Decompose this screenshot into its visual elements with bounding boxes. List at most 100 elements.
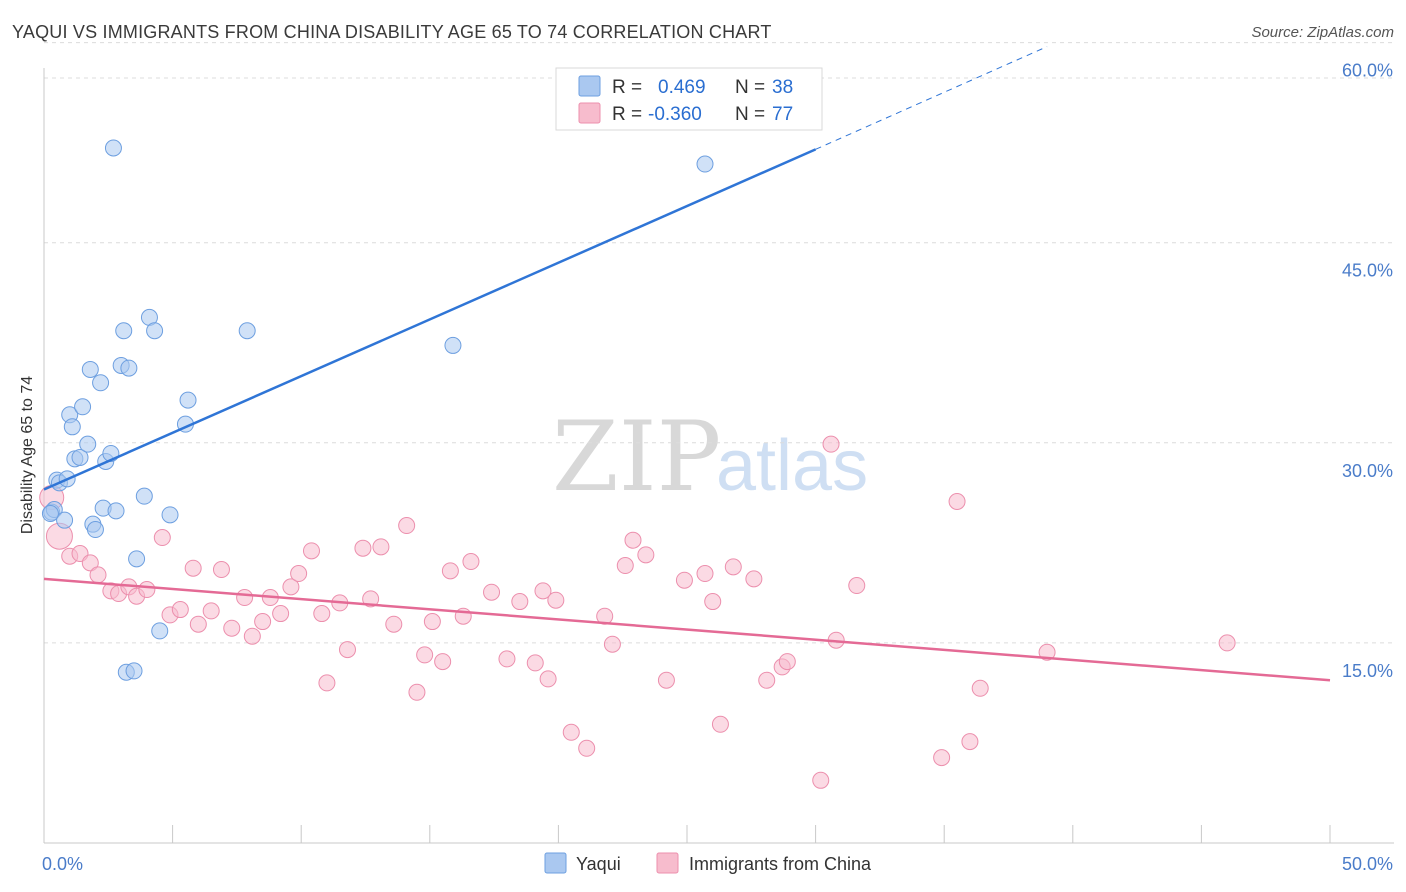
data-point	[398, 517, 416, 535]
data-point	[385, 615, 403, 633]
legend-r-label: R =	[612, 104, 642, 125]
data-point	[189, 615, 207, 633]
data-point	[462, 553, 480, 571]
data-point	[63, 418, 81, 436]
data-point	[184, 559, 202, 577]
data-point	[1038, 643, 1056, 661]
y-tick-labels: 15.0% 30.0% 45.0% 60.0%	[1342, 61, 1393, 681]
data-point	[961, 733, 979, 751]
series-legend: Yaqui Immigrants from China	[544, 852, 872, 874]
data-point	[562, 723, 580, 741]
legend-n-label: N =	[735, 77, 765, 98]
data-point	[372, 538, 390, 556]
y-tick-label: 60.0%	[1342, 61, 1393, 81]
source-label: Source: ZipAtlas.com	[1251, 24, 1394, 41]
data-point	[711, 715, 729, 733]
data-point	[637, 546, 655, 564]
data-point	[1218, 634, 1236, 652]
data-point	[86, 521, 104, 539]
x-tick-label: 50.0%	[1342, 854, 1393, 874]
data-point	[696, 155, 714, 173]
data-point	[223, 619, 241, 637]
series-yaqui-points	[41, 139, 714, 681]
legend-n-label: N =	[735, 104, 765, 125]
data-point	[104, 139, 122, 157]
data-point	[616, 557, 634, 575]
data-point	[41, 505, 59, 523]
data-point	[423, 613, 441, 631]
watermark-atlas: atlas	[716, 426, 868, 506]
data-point	[161, 506, 179, 524]
data-point	[81, 554, 99, 572]
legend-swatch-immigrants-from-china	[578, 102, 601, 124]
legend-swatch-yaqui	[578, 75, 601, 97]
data-point	[338, 641, 356, 659]
data-point	[313, 605, 331, 623]
correlation-legend: R = 0.469 N = 38 R = -0.360 N = 77	[555, 67, 823, 131]
data-point	[120, 359, 138, 377]
data-point	[441, 562, 459, 580]
data-point	[89, 566, 107, 584]
data-point	[74, 398, 92, 416]
data-point	[416, 646, 434, 664]
data-point	[243, 627, 261, 645]
legend-n-value: 38	[772, 77, 793, 98]
y-tick-label: 45.0%	[1342, 261, 1393, 281]
data-point	[212, 561, 230, 579]
data-point	[71, 448, 89, 466]
legend-r-label: R =	[612, 77, 642, 98]
bottom-legend-label-immigrants-from-china: Immigrants from China	[689, 854, 872, 874]
data-point	[948, 493, 966, 511]
data-point	[933, 749, 951, 767]
data-point	[603, 635, 621, 653]
data-point	[138, 581, 156, 599]
data-point	[539, 670, 557, 688]
data-point	[498, 650, 516, 668]
data-point	[146, 322, 164, 340]
x-tick-labels: 0.0% 50.0%	[42, 854, 1393, 874]
legend-r-value: 0.469	[658, 77, 706, 98]
data-point	[254, 613, 272, 631]
data-point	[302, 542, 320, 560]
bottom-legend-swatch-immigrants-from-china	[656, 852, 679, 874]
trend-lines	[43, 46, 1331, 682]
legend-r-value: -0.360	[648, 104, 702, 125]
data-point	[511, 593, 529, 611]
data-point	[704, 593, 722, 611]
data-point	[236, 589, 254, 607]
data-point	[745, 570, 763, 588]
bottom-legend-swatch-yaqui	[544, 852, 567, 874]
legend-n-value: 77	[772, 104, 793, 125]
data-point	[354, 539, 372, 557]
data-point	[282, 578, 300, 596]
data-point	[434, 653, 452, 671]
data-point	[675, 571, 693, 589]
axes	[43, 68, 1394, 844]
data-point	[696, 565, 714, 583]
data-point	[526, 654, 544, 672]
data-point	[125, 662, 143, 680]
data-point	[179, 391, 197, 409]
data-point	[318, 674, 336, 692]
data-point	[578, 739, 596, 757]
data-point	[115, 322, 133, 340]
x-tick-label: 0.0%	[42, 854, 83, 874]
data-point	[107, 502, 125, 520]
trend-line-extension	[815, 46, 1048, 150]
series-immigrants-from-china-points	[39, 435, 1236, 789]
data-point	[56, 511, 74, 529]
gridlines	[44, 42, 1394, 644]
data-point	[171, 601, 189, 619]
data-point	[135, 487, 153, 505]
data-point	[812, 771, 830, 789]
data-point	[202, 602, 220, 620]
data-point	[153, 529, 171, 547]
data-point	[128, 550, 146, 568]
data-point	[534, 582, 552, 600]
data-point	[483, 583, 501, 601]
chart-title: YAQUI VS IMMIGRANTS FROM CHINA DISABILIT…	[12, 22, 772, 42]
data-point	[822, 435, 840, 453]
data-point	[657, 671, 675, 689]
data-point	[81, 360, 99, 378]
